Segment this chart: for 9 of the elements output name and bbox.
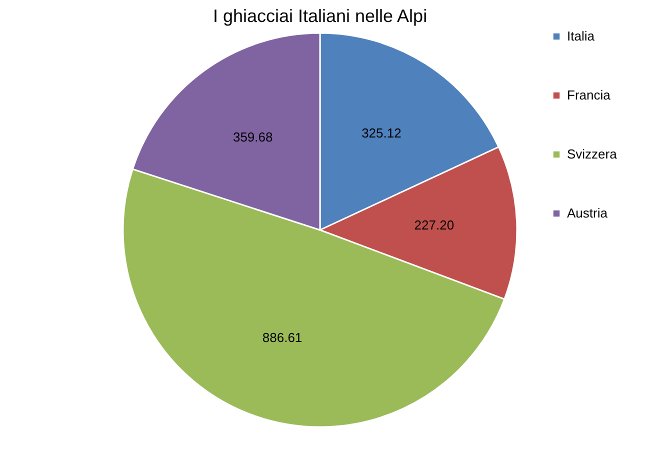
- legend-label: Austria: [567, 206, 608, 220]
- legend-label: Francia: [567, 88, 612, 102]
- data-label: 227.20: [414, 218, 454, 233]
- data-label: 325.12: [362, 126, 402, 141]
- legend-label: Italia: [567, 28, 596, 44]
- legend-label: Svizzera: [567, 146, 618, 162]
- data-label: 359.68: [232, 130, 273, 145]
- chart-title: I ghiacciai Italiani nelle Alpi: [212, 6, 428, 26]
- data-label: 886.61: [262, 330, 302, 345]
